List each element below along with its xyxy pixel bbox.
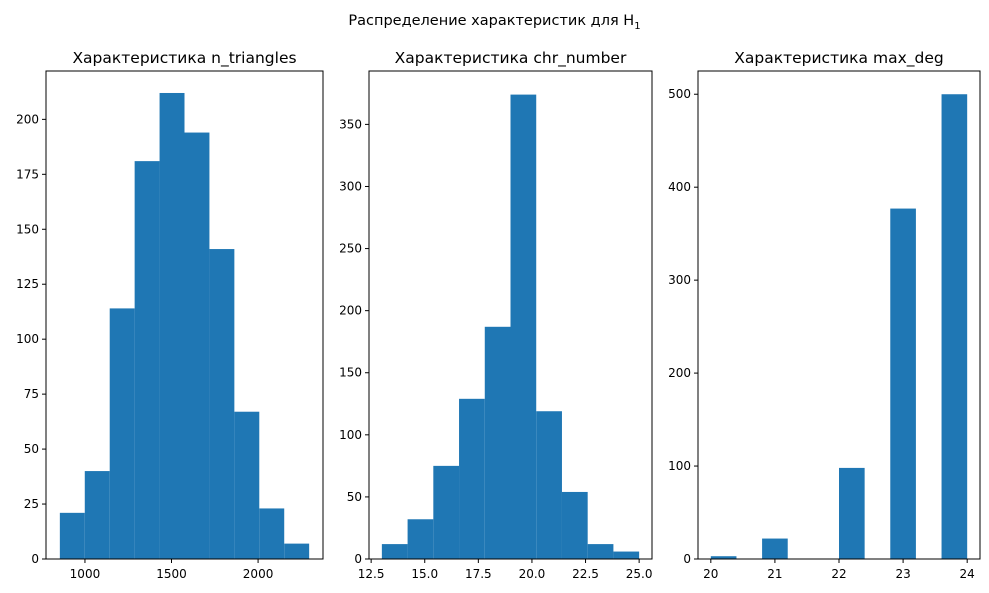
histogram-bar <box>381 544 408 559</box>
y-tick-label: 25 <box>24 497 39 511</box>
y-tick-label: 75 <box>24 387 39 401</box>
histogram-bar <box>839 467 865 559</box>
histogram-bar <box>184 132 210 559</box>
x-tick-label: 1500 <box>156 567 187 581</box>
histogram-bar <box>510 94 537 560</box>
y-tick-label: 200 <box>668 366 691 380</box>
histogram-bar <box>109 308 135 559</box>
histogram-bar <box>587 544 614 559</box>
histogram-bar <box>484 326 511 559</box>
y-tick-label: 350 <box>339 117 362 131</box>
histogram-bar <box>459 398 485 559</box>
histogram-bar <box>890 208 916 559</box>
y-tick-label: 0 <box>683 552 691 566</box>
panel-title: Характеристика max_deg <box>734 49 943 68</box>
histogram-bar <box>159 92 185 559</box>
histogram-panel-1: Характеристика n_triangles 1000 1500 2000 0 2… <box>16 49 324 581</box>
panel-title: Характеристика chr_number <box>395 49 627 68</box>
y-tick-label: 200 <box>16 112 39 126</box>
histogram-bar <box>59 512 85 559</box>
y-tick-label: 150 <box>16 222 39 236</box>
y-tick-label: 100 <box>16 332 39 346</box>
x-tick-label: 24 <box>960 567 975 581</box>
y-tick-label: 125 <box>16 277 39 291</box>
y-tick-label: 100 <box>668 459 691 473</box>
y-tick-label: 500 <box>668 87 691 101</box>
histogram-bar <box>433 465 460 559</box>
x-tick-label: 12.5 <box>358 567 385 581</box>
histogram-bar <box>84 471 110 559</box>
histogram-bar <box>209 249 235 559</box>
histogram-bar <box>134 161 160 559</box>
histogram-bar <box>710 556 737 559</box>
histogram-bar <box>284 543 310 559</box>
histogram-bar <box>762 538 788 559</box>
y-tick-label: 50 <box>347 490 362 504</box>
axes-frame <box>368 70 653 560</box>
x-tick-label: 22 <box>831 567 846 581</box>
x-tick-label: 17.5 <box>465 567 492 581</box>
x-tick-label: 21 <box>767 567 782 581</box>
y-tick-label: 250 <box>339 242 362 256</box>
y-tick-label: 0 <box>31 552 39 566</box>
y-tick-label: 0 <box>354 552 362 566</box>
histogram-bar <box>536 411 562 559</box>
x-tick-label: 20.0 <box>519 567 546 581</box>
histogram-bar <box>407 519 434 559</box>
y-tick-label: 50 <box>24 442 39 456</box>
x-tick-label: 15.0 <box>411 567 438 581</box>
x-tick-label: 23 <box>895 567 910 581</box>
histogram-bar <box>259 508 285 559</box>
panel-title: Характеристика n_triangles <box>72 49 296 68</box>
y-tick-label: 300 <box>339 179 362 193</box>
histogram-bar <box>561 491 588 559</box>
axes-frame <box>45 70 324 560</box>
histogram-panel-3: Характеристика max_deg 20 21 22 23 24 0 100 200 3… <box>668 49 981 581</box>
y-tick-label: 400 <box>668 180 691 194</box>
x-tick-label: 20 <box>703 567 718 581</box>
histogram-bar <box>613 551 640 559</box>
y-tick-label: 100 <box>339 428 362 442</box>
x-tick-label: 25.0 <box>626 567 653 581</box>
figure-title: Распределение характеристик для H1 <box>348 13 640 32</box>
y-tick-label: 300 <box>668 273 691 287</box>
y-tick-label: 150 <box>339 366 362 380</box>
x-tick-label: 1000 <box>70 567 101 581</box>
histogram-bar <box>234 411 260 559</box>
x-tick-label: 2000 <box>243 567 274 581</box>
y-tick-label: 200 <box>339 304 362 318</box>
y-tick-label: 175 <box>16 167 39 181</box>
x-tick-label: 22.5 <box>572 567 599 581</box>
histogram-panel-2: Характеристика chr_number 12.5 15.0 17.5 20.… <box>339 49 653 581</box>
histogram-bar <box>941 94 968 559</box>
